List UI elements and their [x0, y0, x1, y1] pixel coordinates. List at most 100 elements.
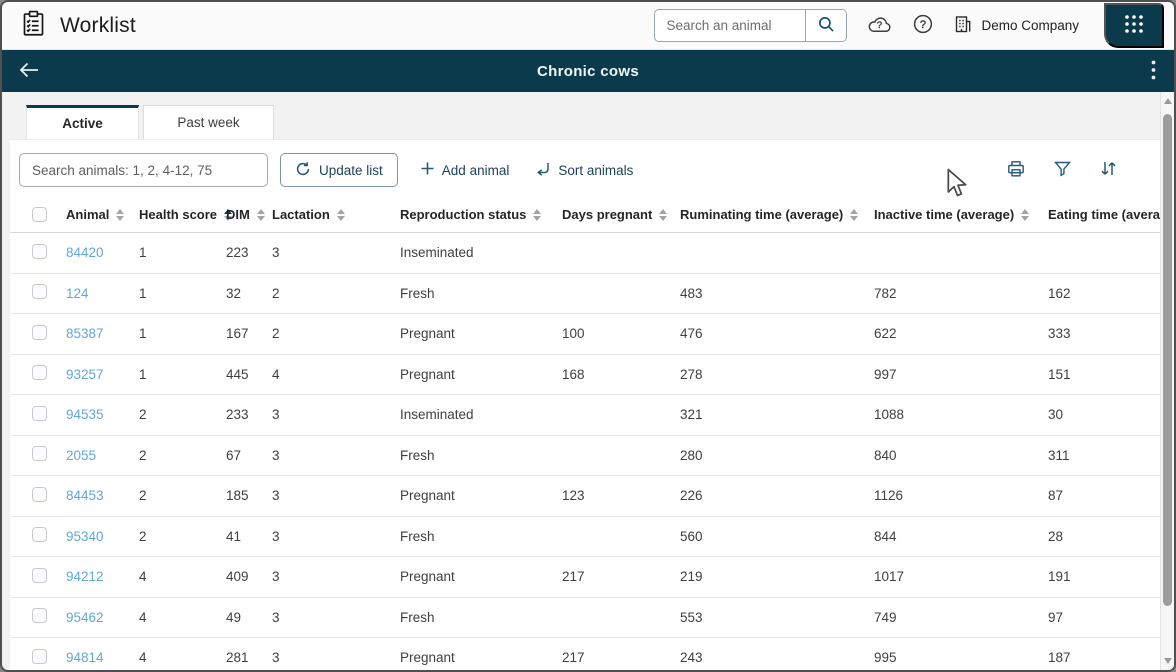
- top-header: Worklist ?: [2, 2, 1174, 50]
- table-row: 2055 2 67 3 Fresh 280 840 311: [10, 435, 1174, 476]
- cell-reproduction-status: Inseminated: [400, 407, 474, 423]
- cell-lactation: 3: [272, 447, 280, 463]
- animal-link[interactable]: 94212: [66, 569, 104, 585]
- animal-link[interactable]: 94814: [66, 650, 104, 666]
- company-building-icon: [953, 14, 973, 37]
- worklist-subheader: Chronic cows: [2, 50, 1174, 92]
- row-checkbox[interactable]: [32, 567, 47, 583]
- cell-eating-time: 87: [1048, 488, 1064, 504]
- search-icon: [817, 15, 836, 37]
- table-row: 84453 2 185 3 Pregnant 123 226 1126 87: [10, 476, 1174, 517]
- cell-inactive-time: 997: [874, 366, 897, 382]
- scrollbar-down-arrow[interactable]: [1161, 658, 1174, 664]
- animal-link[interactable]: 95462: [66, 609, 104, 625]
- row-checkbox[interactable]: [32, 365, 47, 381]
- row-checkbox[interactable]: [32, 284, 47, 300]
- cell-dim: 167: [226, 326, 249, 342]
- animals-filter-input[interactable]: [19, 153, 268, 187]
- row-checkbox[interactable]: [32, 405, 47, 421]
- help-icon: ?: [912, 13, 934, 38]
- company-name: Demo Company: [981, 18, 1079, 33]
- company-menu[interactable]: Demo Company: [953, 14, 1079, 37]
- worklist-clipboard-icon: [20, 10, 47, 42]
- cell-eating-time: 311: [1048, 447, 1070, 463]
- cell-ruminating-time: 278: [680, 366, 703, 382]
- animal-search-input[interactable]: [655, 10, 806, 41]
- sort-toggle-icon[interactable]: [224, 208, 233, 221]
- sort-toggle-icon[interactable]: [850, 208, 859, 221]
- animal-link[interactable]: 2055: [66, 447, 97, 463]
- cell-lactation: 3: [272, 407, 280, 423]
- cell-eating-time: 187: [1048, 650, 1071, 666]
- svg-text:?: ?: [920, 19, 926, 31]
- cell-ruminating-time: 280: [680, 447, 703, 463]
- row-checkbox[interactable]: [32, 486, 47, 502]
- sort-toggle-icon[interactable]: [533, 208, 542, 221]
- cell-reproduction-status: Fresh: [400, 447, 435, 463]
- cell-health-score: 1: [139, 245, 147, 261]
- column-header-eating-time[interactable]: Eating time (average): [1048, 207, 1174, 222]
- animal-link[interactable]: 93257: [66, 366, 104, 382]
- sort-toggle-icon[interactable]: [659, 208, 668, 221]
- animal-link[interactable]: 85387: [66, 326, 104, 342]
- column-header-reproduction-status[interactable]: Reproduction status: [400, 207, 562, 222]
- column-label: Reproduction status: [400, 207, 527, 222]
- row-checkbox[interactable]: [32, 324, 47, 340]
- cell-inactive-time: 1017: [874, 569, 905, 585]
- column-header-lactation[interactable]: Lactation: [272, 207, 400, 222]
- column-header-dim[interactable]: DIM: [226, 207, 272, 222]
- help-button[interactable]: ?: [912, 13, 934, 38]
- add-animal-button[interactable]: Add animal: [420, 161, 510, 179]
- cell-reproduction-status: Pregnant: [400, 326, 455, 342]
- cell-health-score: 1: [139, 285, 147, 301]
- column-header-animal[interactable]: Animal: [66, 207, 139, 222]
- scrollbar-up-arrow[interactable]: [1161, 98, 1174, 104]
- row-checkbox[interactable]: [32, 608, 47, 624]
- column-header-inactive-time[interactable]: Inactive time (average): [874, 207, 1048, 222]
- sort-animals-button[interactable]: Sort animals: [535, 161, 633, 180]
- column-header-days-pregnant[interactable]: Days pregnant: [562, 207, 680, 222]
- tab-active[interactable]: Active: [26, 105, 139, 139]
- update-list-button[interactable]: Update list: [280, 153, 398, 187]
- toolbar-right-actions: [1006, 159, 1164, 182]
- row-checkbox[interactable]: [32, 446, 47, 462]
- cloud-help-button[interactable]: ?: [866, 13, 893, 38]
- cell-dim: 445: [226, 366, 249, 382]
- cell-ruminating-time: 321: [680, 407, 703, 423]
- sort-animals-icon: [535, 161, 551, 180]
- back-arrow-icon: [18, 61, 40, 82]
- vertical-scrollbar[interactable]: [1160, 92, 1174, 670]
- sort-toggle-icon[interactable]: [336, 208, 345, 221]
- table-row: 84420 1 223 3 Inseminated: [10, 233, 1174, 274]
- row-checkbox[interactable]: [32, 648, 47, 664]
- cell-lactation: 3: [272, 609, 280, 625]
- cell-days-pregnant: 123: [562, 488, 585, 504]
- animal-link[interactable]: 124: [66, 285, 89, 301]
- sort-toggle-icon[interactable]: [116, 208, 125, 221]
- back-button[interactable]: [2, 61, 40, 82]
- animal-link[interactable]: 84420: [66, 245, 104, 261]
- cell-dim: 32: [226, 285, 242, 301]
- select-all-checkbox[interactable]: [32, 207, 47, 222]
- filter-button[interactable]: [1053, 159, 1072, 181]
- sort-order-button[interactable]: [1099, 159, 1118, 181]
- row-checkbox[interactable]: [32, 243, 47, 259]
- animal-link[interactable]: 95340: [66, 528, 104, 544]
- add-animal-label: Add animal: [441, 162, 510, 178]
- scrollbar-thumb[interactable]: [1163, 114, 1172, 606]
- column-header-health-score[interactable]: Health score: [139, 207, 233, 222]
- print-button[interactable]: [1006, 159, 1026, 182]
- animal-link[interactable]: 84453: [66, 488, 104, 504]
- apps-menu-button[interactable]: [1104, 3, 1164, 48]
- cell-days-pregnant: 100: [562, 326, 585, 342]
- sort-toggle-icon[interactable]: [1021, 208, 1030, 221]
- search-button[interactable]: [805, 10, 847, 41]
- column-header-ruminating-time[interactable]: Ruminating time (average): [680, 207, 874, 222]
- row-checkbox[interactable]: [32, 527, 47, 543]
- cell-dim: 409: [226, 569, 249, 585]
- tab-past-week[interactable]: Past week: [143, 105, 274, 139]
- sort-toggle-icon[interactable]: [256, 208, 265, 221]
- animal-link[interactable]: 94535: [66, 407, 104, 423]
- overflow-menu-button[interactable]: [1151, 60, 1174, 83]
